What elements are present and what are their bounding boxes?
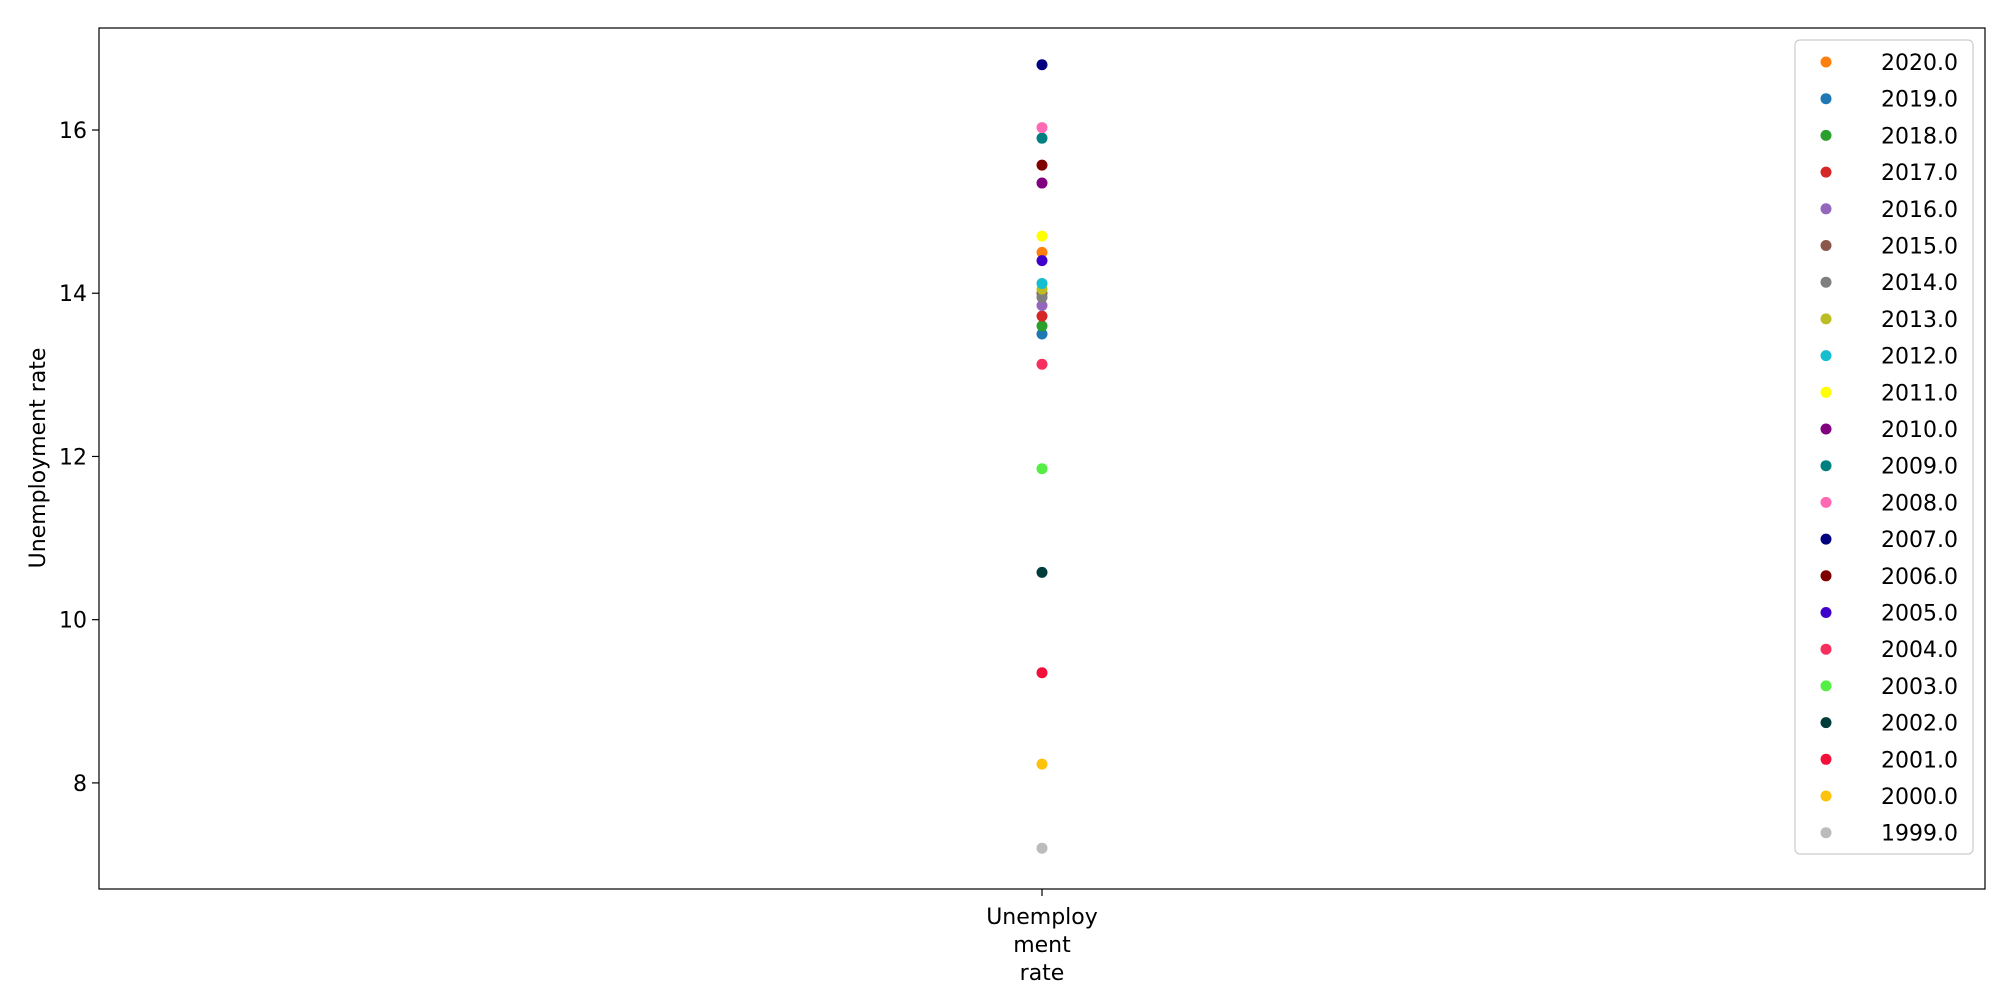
plot-area bbox=[98, 27, 1986, 890]
y-tick-label: 12 bbox=[59, 445, 87, 470]
point-2004-0 bbox=[1036, 358, 1048, 370]
point-2001-0 bbox=[1036, 667, 1048, 679]
legend-label: 2001.0 bbox=[1881, 748, 1958, 773]
legend-label: 2016.0 bbox=[1881, 198, 1958, 223]
x-tick-label: Unemploy ment rate bbox=[986, 905, 1098, 986]
legend-marker bbox=[1820, 203, 1832, 215]
point-2003-0 bbox=[1036, 463, 1048, 475]
legend-frame bbox=[1794, 39, 1974, 855]
point-2014-0 bbox=[1036, 291, 1048, 303]
legend-label: 2000.0 bbox=[1881, 785, 1958, 810]
point-2018-0 bbox=[1036, 320, 1048, 332]
legend-label: 2020.0 bbox=[1881, 51, 1958, 76]
legend: 2020.0 2019.0 2018.0 2017.0 2016.0 2015.0 2014… bbox=[1794, 39, 1974, 855]
legend-marker bbox=[1820, 533, 1832, 545]
point-2006-0 bbox=[1036, 159, 1048, 171]
point-2019-0 bbox=[1036, 328, 1048, 340]
legend-marker bbox=[1820, 166, 1832, 178]
legend-label: 2017.0 bbox=[1881, 161, 1958, 186]
legend-marker bbox=[1820, 607, 1832, 618]
legend-label: 2008.0 bbox=[1881, 491, 1958, 516]
legend-marker bbox=[1820, 570, 1832, 582]
y-axis-label: Unemployment rate bbox=[26, 348, 51, 569]
x-axis: Unemploy ment rate bbox=[986, 889, 1098, 986]
point-2007-0 bbox=[1036, 59, 1048, 71]
point-2010-0 bbox=[1036, 177, 1048, 189]
legend-label: 2012.0 bbox=[1881, 345, 1958, 370]
legend-marker bbox=[1820, 790, 1832, 802]
legend-marker bbox=[1820, 276, 1832, 288]
legend-label: 2018.0 bbox=[1881, 124, 1958, 149]
legend-marker bbox=[1820, 93, 1832, 105]
point-2002-0 bbox=[1036, 566, 1048, 578]
legend-marker bbox=[1820, 423, 1832, 435]
point-2020-0 bbox=[1036, 246, 1048, 258]
legend-label: 2015.0 bbox=[1881, 235, 1958, 260]
legend-marker bbox=[1820, 753, 1832, 765]
point-1999-0 bbox=[1036, 842, 1048, 854]
y-tick-label: 10 bbox=[59, 609, 87, 634]
legend-label: 2010.0 bbox=[1881, 418, 1958, 443]
point-2009-0 bbox=[1036, 132, 1048, 144]
point-2011-0 bbox=[1036, 230, 1048, 242]
legend-marker bbox=[1820, 129, 1832, 141]
legend-label: 1999.0 bbox=[1881, 822, 1958, 847]
legend-marker bbox=[1820, 717, 1832, 729]
data-points bbox=[1036, 59, 1048, 854]
legend-marker bbox=[1820, 240, 1832, 251]
legend-label: 2013.0 bbox=[1881, 308, 1958, 333]
legend-marker bbox=[1820, 643, 1832, 655]
legend-label: 2019.0 bbox=[1881, 88, 1958, 113]
y-tick-label: 8 bbox=[73, 772, 87, 797]
legend-marker bbox=[1820, 827, 1832, 839]
legend-label: 2005.0 bbox=[1881, 602, 1958, 627]
legend-label: 2003.0 bbox=[1881, 675, 1958, 700]
legend-label: 2014.0 bbox=[1881, 271, 1958, 296]
legend-marker bbox=[1820, 350, 1832, 362]
point-2017-0 bbox=[1036, 310, 1048, 322]
legend-marker bbox=[1820, 386, 1832, 398]
y-axis: 8 10 12 14 16 bbox=[59, 119, 99, 797]
legend-marker bbox=[1820, 496, 1832, 508]
legend-label: 2009.0 bbox=[1881, 455, 1958, 480]
legend-marker bbox=[1820, 460, 1832, 472]
legend-label: 2007.0 bbox=[1881, 528, 1958, 553]
y-tick-label: 14 bbox=[59, 282, 87, 307]
point-2012-0 bbox=[1036, 277, 1048, 289]
legend-marker bbox=[1820, 680, 1832, 692]
point-2005-0 bbox=[1036, 255, 1048, 267]
legend-label: 2011.0 bbox=[1881, 381, 1958, 406]
legend-label: 2006.0 bbox=[1881, 565, 1958, 590]
legend-marker bbox=[1820, 313, 1832, 325]
point-2000-0 bbox=[1036, 758, 1048, 770]
legend-marker bbox=[1820, 56, 1832, 68]
point-2016-0 bbox=[1036, 299, 1048, 311]
y-tick-label: 16 bbox=[59, 119, 87, 144]
legend-label: 2002.0 bbox=[1881, 712, 1958, 737]
legend-label: 2004.0 bbox=[1881, 638, 1958, 663]
point-2008-0 bbox=[1036, 122, 1048, 134]
